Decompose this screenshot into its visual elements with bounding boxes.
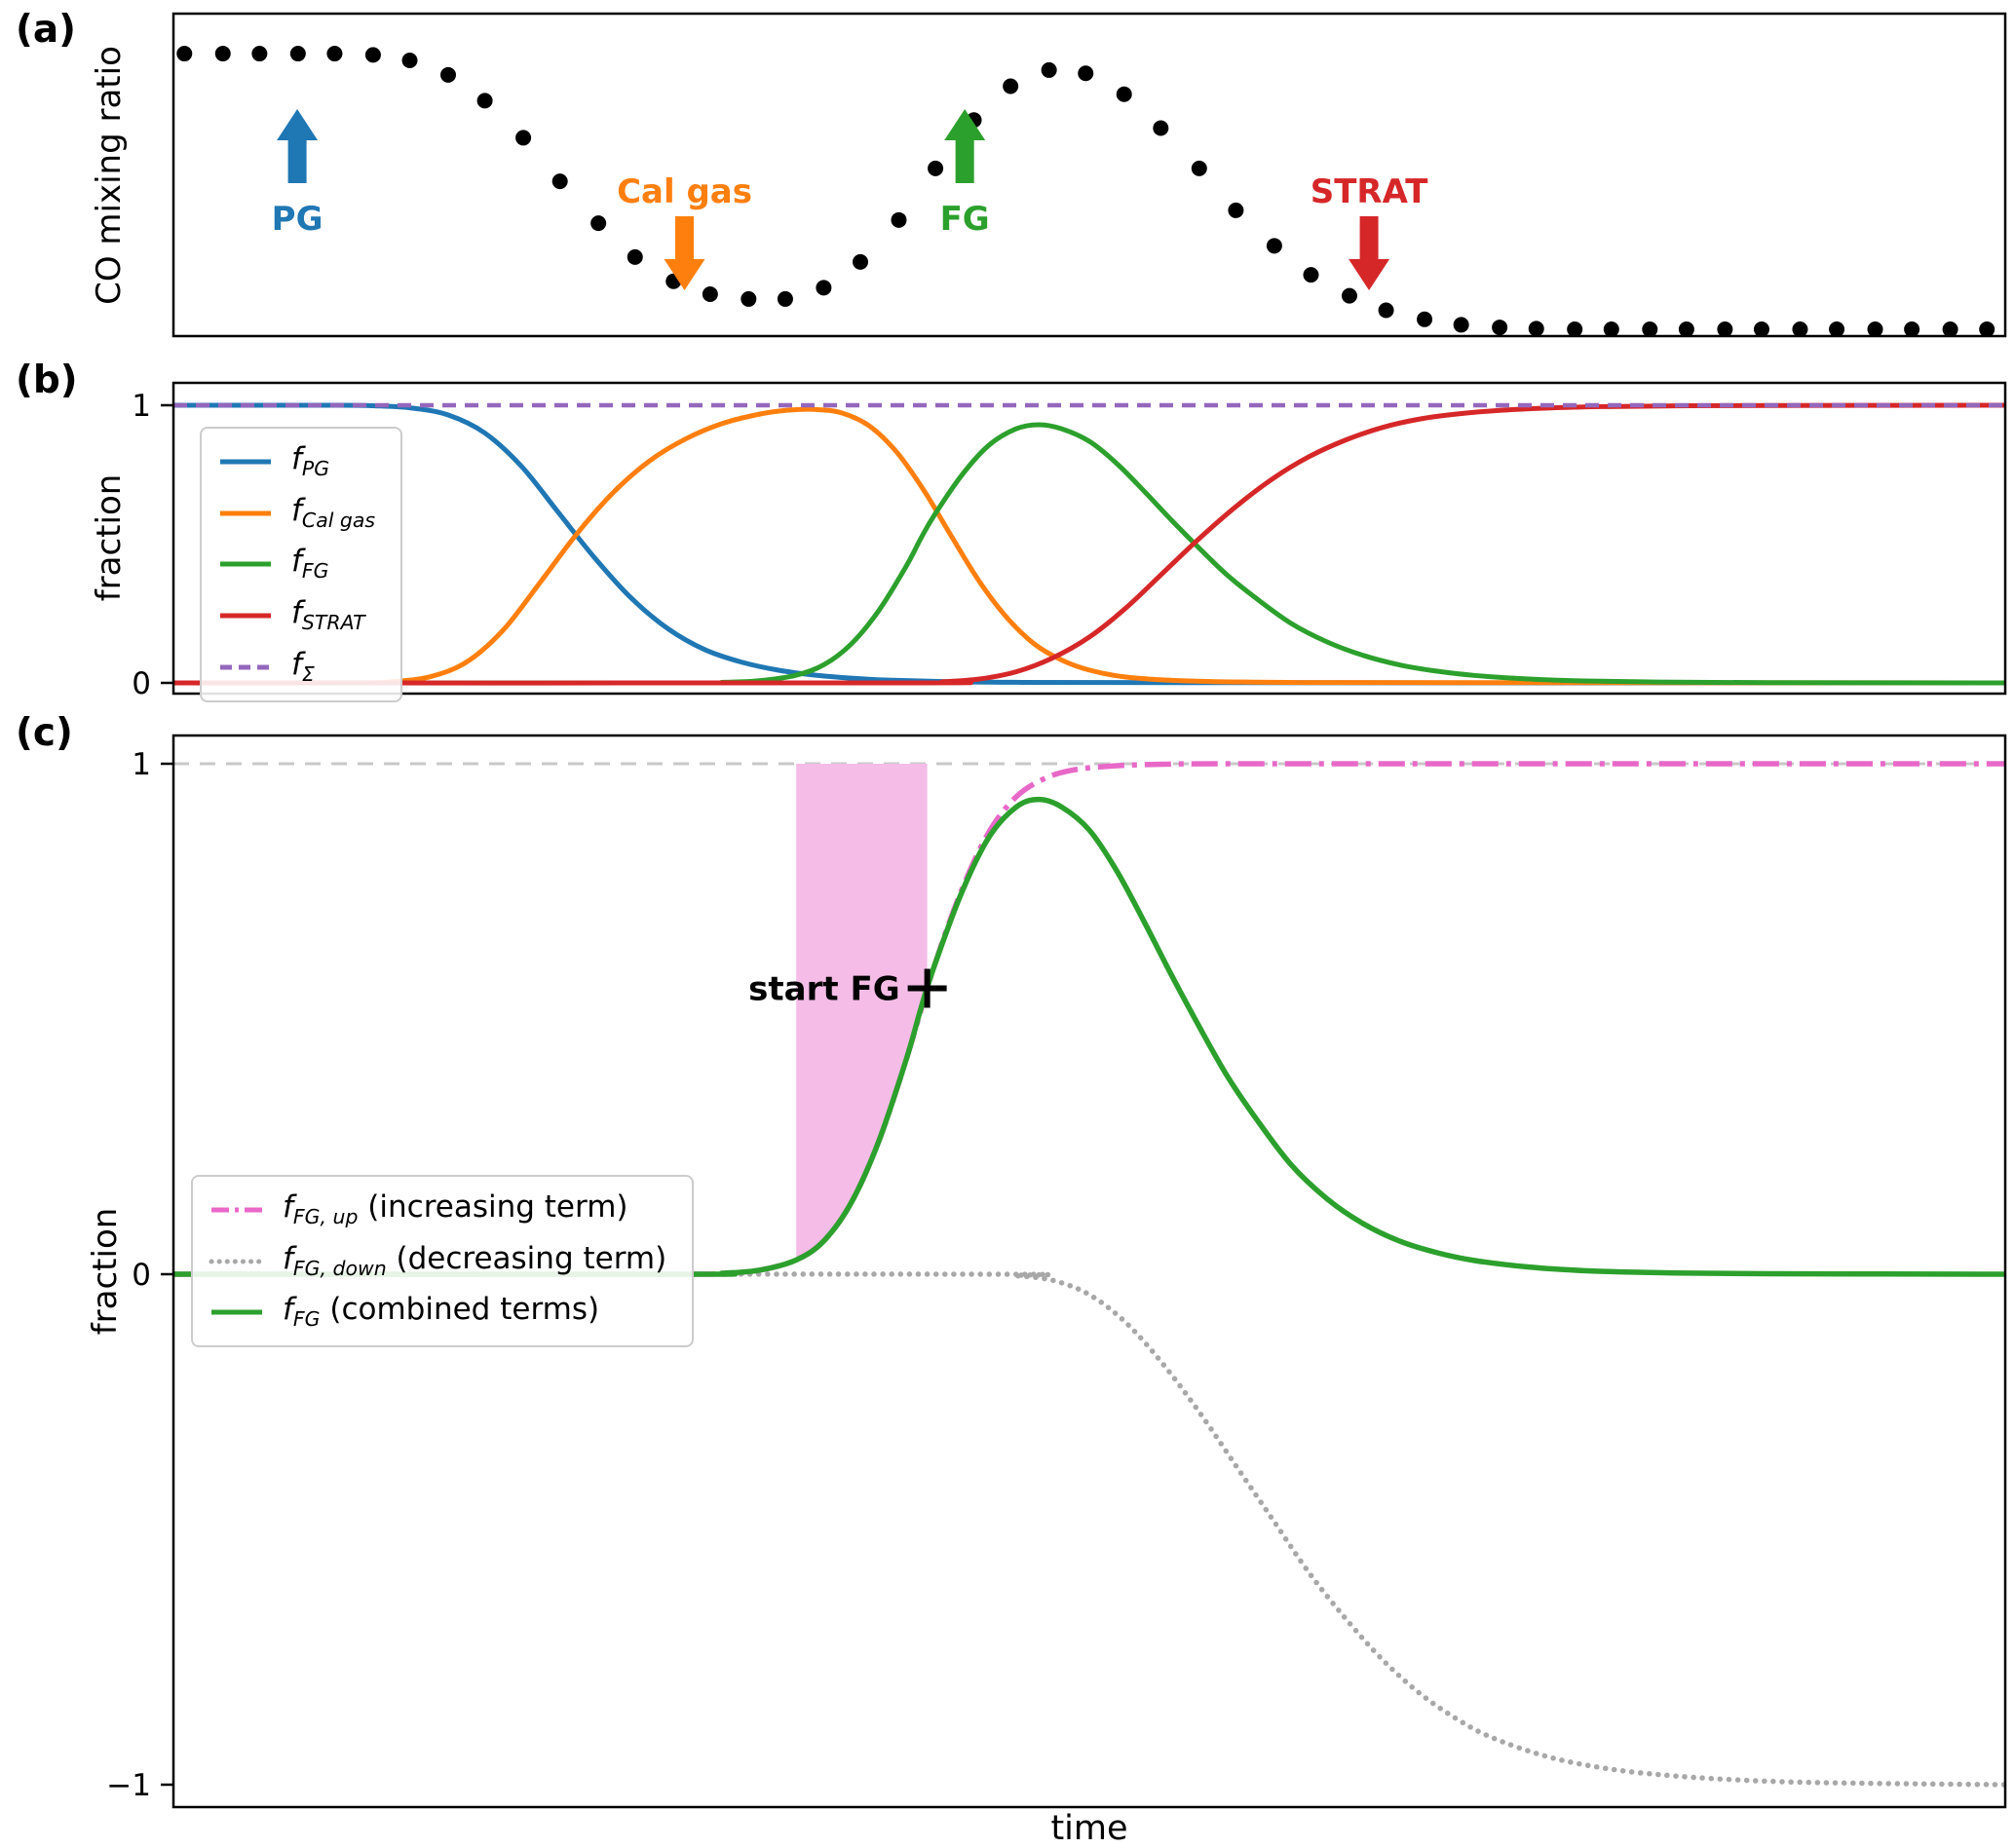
- panel-b-tag: (b): [16, 358, 78, 402]
- series-f_Cal_gas: [173, 406, 2005, 686]
- legend-label: fPG: [291, 441, 330, 481]
- series-f_FG_combined: [173, 796, 2005, 1277]
- start-fg-label: start FG: [748, 970, 899, 1009]
- region-start_FG_area: [796, 764, 928, 1261]
- arrow-label: Cal gas: [617, 172, 752, 211]
- legend-item: fPG: [217, 441, 375, 481]
- legend-item: fFG, down (decreasing term): [209, 1240, 667, 1281]
- legend-label: fFG, down (decreasing term): [283, 1240, 667, 1280]
- legend-item: fFG (combined terms): [209, 1293, 666, 1332]
- legend-panel-b: fPG fCal gas fFG fSTRAT fΣ: [200, 427, 403, 702]
- series-f_FG_down: [173, 1271, 2005, 1788]
- legend-line-sample-icon: [220, 459, 271, 465]
- legend-item: fCal gas: [217, 492, 376, 533]
- legend-item: fFG: [217, 545, 375, 584]
- fg-arrow-icon: [944, 109, 986, 183]
- legend-item: fSTRAT: [217, 595, 375, 635]
- arrow-label: STRAT: [1311, 172, 1429, 211]
- co-mixing-ratio-dots: [176, 46, 1995, 336]
- panel-c-plot: start FG: [173, 761, 2005, 1788]
- start-fg-plus-marker: [907, 968, 947, 1008]
- panel-c-frame: [171, 734, 2007, 1809]
- legend-label: fΣ: [291, 646, 315, 686]
- arrow-label: FG: [940, 200, 990, 239]
- y-tick-label: 1: [132, 747, 151, 782]
- strat-arrow-icon: [1349, 216, 1390, 290]
- panel-b-plot: [173, 402, 2005, 686]
- panel-b-ylabel: fraction: [90, 473, 129, 602]
- legend-line-sample-icon: [220, 664, 271, 670]
- panel-c-tag: (c): [16, 711, 73, 755]
- legend-line-sample-icon: [209, 1259, 265, 1264]
- x-axis-label: time: [1050, 1809, 1128, 1848]
- legend-panel-c: fFG, up (increasing term) fFG, down (decr…: [191, 1175, 695, 1348]
- legend-line-sample-icon: [220, 510, 271, 516]
- series-f_STRAT: [173, 402, 2005, 686]
- panel-c-ylabel: fraction: [86, 1207, 125, 1336]
- series-f_PG: [173, 402, 2005, 686]
- panel-a-tag: (a): [16, 8, 76, 52]
- legend-label: fFG (combined terms): [283, 1292, 600, 1332]
- y-tick-label: −1: [106, 1768, 151, 1803]
- legend-label: fSTRAT: [291, 595, 365, 635]
- legend-item: fFG, up (increasing term): [209, 1189, 666, 1229]
- pg-arrow-icon: [277, 109, 319, 183]
- panel-a-frame: [171, 12, 2007, 338]
- cal-gas-arrow-icon: [664, 216, 705, 290]
- legend-label: fFG: [291, 544, 329, 584]
- panel-b-frame: [171, 381, 2007, 696]
- panel-a-ylabel: CO mixing ratio: [90, 46, 129, 305]
- arrow-label: PG: [272, 200, 323, 239]
- panel-a-plot: PG Cal gas FG STRAT: [176, 46, 1995, 336]
- legend-line-sample-icon: [211, 1207, 262, 1213]
- legend-line-sample-icon: [211, 1309, 262, 1315]
- y-tick-label: 1: [132, 389, 151, 424]
- y-tick-label: 0: [132, 1258, 151, 1293]
- y-tick-label: 0: [132, 666, 151, 701]
- series-f_FG: [173, 422, 2005, 686]
- legend-item: fΣ: [217, 646, 375, 687]
- legend-line-sample-icon: [220, 561, 271, 567]
- legend-label: fFG, up (increasing term): [283, 1189, 628, 1229]
- legend-line-sample-icon: [220, 613, 271, 619]
- legend-label: fCal gas: [291, 492, 376, 532]
